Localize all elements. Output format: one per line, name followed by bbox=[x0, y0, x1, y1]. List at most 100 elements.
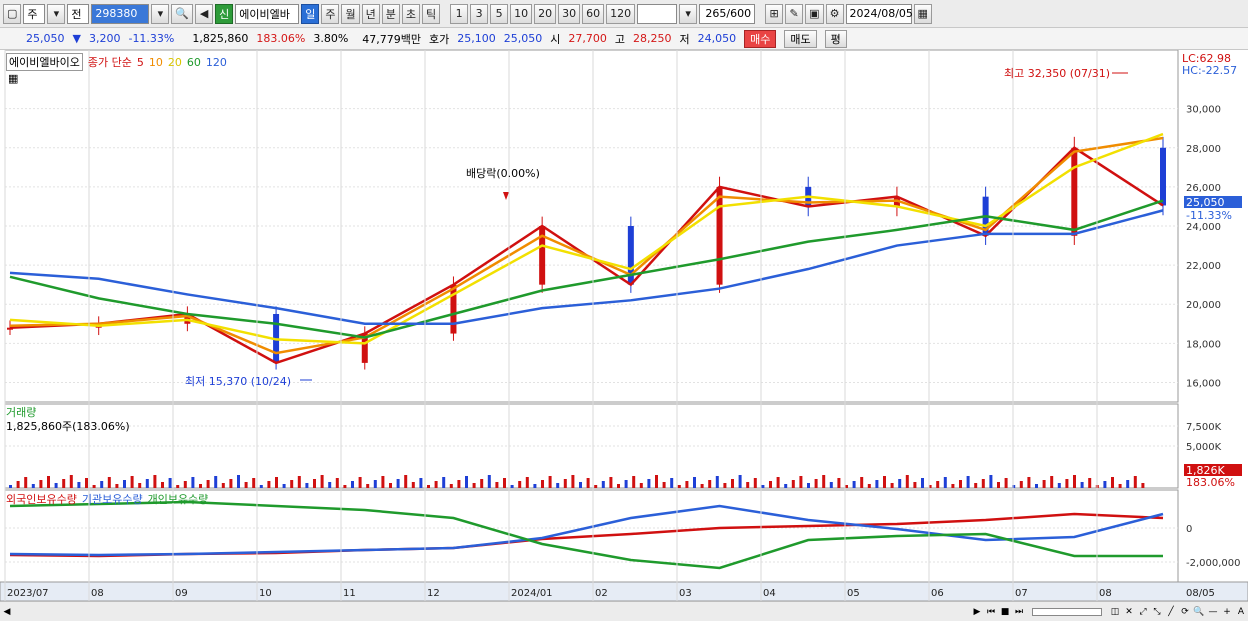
volume-bar bbox=[769, 481, 772, 488]
save-icon[interactable]: ▣ bbox=[805, 3, 824, 24]
plus-icon[interactable]: + bbox=[1223, 606, 1231, 617]
candle-body bbox=[1071, 147, 1078, 236]
volume-bar bbox=[753, 478, 757, 488]
price-tick-label: 30,000 bbox=[1186, 105, 1221, 116]
x-axis-frame bbox=[0, 581, 1248, 601]
buy-button[interactable]: 매수 bbox=[744, 29, 777, 48]
volume-bar bbox=[259, 485, 263, 488]
sell-button[interactable]: 매도 bbox=[784, 29, 817, 48]
range-dropdown-icon[interactable]: ▾ bbox=[679, 3, 698, 24]
overlay-icon[interactable]: ◫ bbox=[1110, 606, 1120, 617]
tab-day[interactable]: 일 bbox=[301, 3, 320, 24]
volume-bar bbox=[928, 485, 932, 488]
volume-bar bbox=[723, 483, 727, 488]
volume-bar bbox=[138, 483, 142, 488]
code-dropdown-icon[interactable]: ▾ bbox=[151, 3, 170, 24]
holdings-tick-label: 0 bbox=[1186, 524, 1192, 535]
quote-volume: 1,825,860 bbox=[192, 32, 249, 45]
volume-bar bbox=[1019, 481, 1023, 488]
candle-body bbox=[539, 226, 546, 285]
trend-icon[interactable]: ⤢ bbox=[1139, 606, 1147, 617]
scroll-first-icon[interactable]: ⏮ bbox=[986, 606, 996, 617]
candle-body bbox=[1160, 147, 1166, 206]
chart-area[interactable]: 30,000 28,000 26,000 24,000 22,000 20,000 18,0… bbox=[0, 50, 1248, 621]
trend2-icon[interactable]: ⤡ bbox=[1153, 606, 1161, 617]
volume-bar bbox=[579, 482, 582, 488]
volume-bar bbox=[419, 478, 423, 488]
volume-bar bbox=[738, 475, 742, 488]
tab-week[interactable]: 주 bbox=[321, 3, 340, 24]
text-size-icon[interactable]: A bbox=[1237, 606, 1245, 617]
zoom-slider[interactable] bbox=[1032, 607, 1102, 616]
range-120[interactable]: 120 bbox=[606, 3, 636, 24]
range-30[interactable]: 30 bbox=[558, 3, 581, 24]
stop-icon[interactable]: ■ bbox=[1000, 606, 1010, 617]
volume-bar bbox=[145, 479, 149, 488]
volume-bar bbox=[297, 476, 301, 488]
draw-tool-icon[interactable]: ✎ bbox=[785, 3, 804, 24]
period-type-select[interactable]: 주 bbox=[23, 3, 46, 24]
dropdown-icon[interactable]: ▾ bbox=[47, 3, 66, 24]
volume-bar bbox=[335, 478, 339, 488]
cross-icon[interactable]: ✕ bbox=[1125, 606, 1133, 617]
search-icon[interactable]: 🔍 bbox=[171, 3, 194, 24]
tab-tick[interactable]: 틱 bbox=[421, 3, 441, 24]
line-icon[interactable]: ╱ bbox=[1168, 606, 1174, 617]
holdings-legend: 외국인보유수량 기관보유수량 개인보유수량 bbox=[6, 491, 208, 507]
tab-second[interactable]: 초 bbox=[401, 3, 420, 24]
volume-bar bbox=[890, 483, 894, 488]
calendar-icon[interactable]: ▦ bbox=[913, 3, 932, 24]
scroll-left-icon[interactable]: ◀ bbox=[3, 606, 11, 617]
ma-line-20 bbox=[9, 132, 1164, 345]
count-input[interactable]: 265/600 bbox=[699, 3, 756, 24]
volume-bar bbox=[1035, 484, 1038, 488]
date-input[interactable]: 2024/08/05 bbox=[845, 3, 913, 24]
window-icon[interactable]: ▢ bbox=[3, 3, 22, 24]
prev-label[interactable]: 전 bbox=[67, 3, 90, 24]
range-20[interactable]: 20 bbox=[534, 3, 557, 24]
range-3[interactable]: 3 bbox=[470, 3, 489, 24]
quote-vol-ratio: 183.06% bbox=[256, 32, 306, 45]
volume-bar bbox=[1050, 476, 1054, 488]
volume-bar bbox=[677, 485, 681, 488]
ma-10: 10 bbox=[148, 55, 163, 69]
volume-bar bbox=[601, 481, 605, 488]
volume-bar bbox=[275, 477, 278, 488]
scrollbar[interactable]: ◀ ▶ ⏮ ■ ⏭ ◫ ✕ ⤢ ⤡ ╱ ⟳ 🔍 — + A bbox=[0, 601, 1248, 621]
eval-button[interactable]: 평 bbox=[824, 29, 847, 48]
x-axis-label: 11 bbox=[343, 588, 356, 599]
code-input[interactable]: 298380 bbox=[91, 3, 150, 24]
tab-month[interactable]: 월 bbox=[341, 3, 360, 24]
tab-year[interactable]: 년 bbox=[361, 3, 380, 24]
zoom-in-icon[interactable]: 🔍 bbox=[1193, 606, 1205, 617]
volume-bar bbox=[883, 476, 886, 488]
scroll-last-icon[interactable]: ⏭ bbox=[1014, 606, 1024, 617]
volume-bar bbox=[47, 476, 50, 488]
chart-tool-icon[interactable]: ⊞ bbox=[765, 3, 784, 24]
volume-bar bbox=[123, 480, 126, 488]
volume-bar bbox=[229, 479, 233, 488]
speaker-icon[interactable]: ◀ bbox=[195, 3, 214, 24]
scroll-right-icon[interactable]: ▶ bbox=[973, 606, 981, 617]
volume-bar bbox=[457, 480, 461, 488]
volume-bar bbox=[449, 484, 453, 488]
refresh-icon[interactable]: ⟳ bbox=[1181, 606, 1189, 617]
range-5[interactable]: 5 bbox=[490, 3, 509, 24]
price-tick-label: 18,000 bbox=[1186, 339, 1221, 350]
volume-bar bbox=[571, 475, 575, 488]
holdings-line-2 bbox=[9, 500, 1163, 570]
tab-minute[interactable]: 분 bbox=[381, 3, 400, 24]
zoom-out-icon[interactable]: — bbox=[1208, 606, 1218, 617]
range-10[interactable]: 10 bbox=[510, 3, 533, 24]
table-icon[interactable]: ▦ bbox=[8, 72, 19, 85]
gear-icon[interactable]: ⚙ bbox=[825, 3, 844, 24]
volume-bar bbox=[959, 480, 962, 488]
range-custom[interactable] bbox=[637, 3, 678, 24]
candle-body bbox=[450, 284, 457, 334]
range-60[interactable]: 60 bbox=[582, 3, 605, 24]
volume-bar bbox=[313, 479, 316, 488]
volume-bar bbox=[837, 478, 841, 488]
candle-body bbox=[716, 186, 723, 285]
range-1[interactable]: 1 bbox=[450, 3, 469, 24]
volume-bar bbox=[624, 480, 628, 488]
